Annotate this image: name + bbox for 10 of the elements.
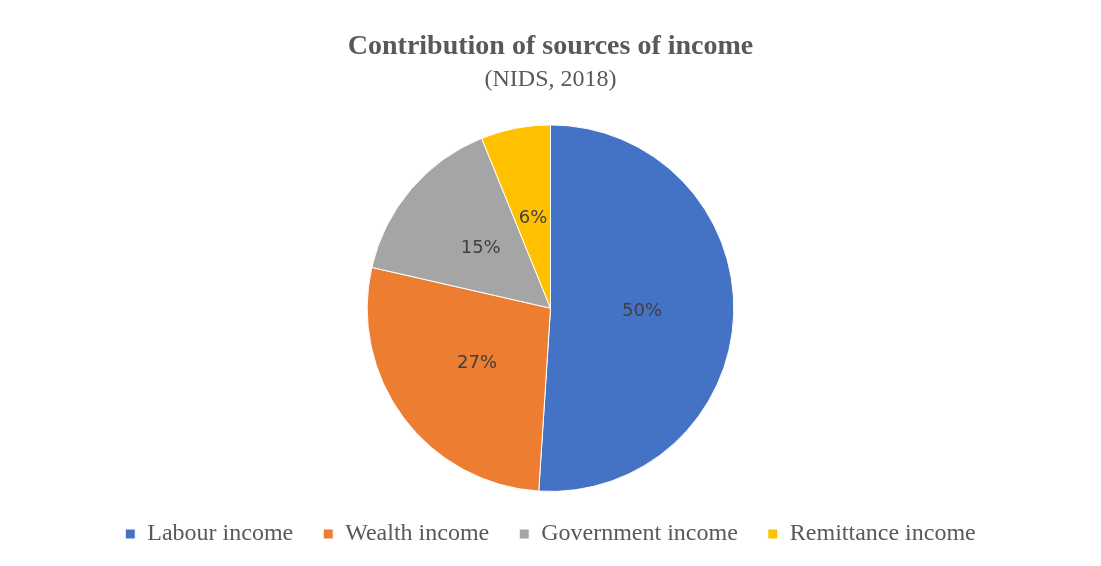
chart-title: Contribution of sources of income [347,29,754,61]
data-label: 50% [622,298,663,320]
data-label: 15% [460,236,501,258]
legend-label: Labour income [147,519,294,546]
legend-label: Government income [541,519,738,546]
chart-subtitle: (NIDS, 2018) [484,65,617,92]
legend-label: Wealth income [345,519,490,546]
data-label: 6% [518,205,548,227]
data-label: 27% [457,350,498,372]
legend-label: Remittance income [789,519,976,546]
